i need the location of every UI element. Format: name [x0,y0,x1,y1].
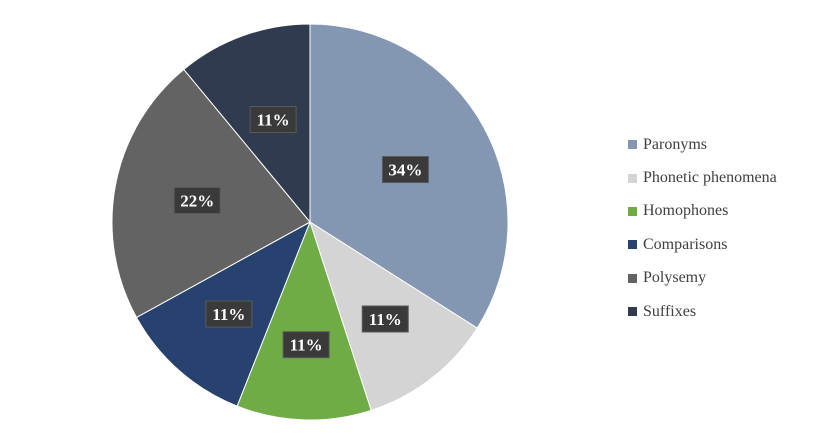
data-label: 11% [282,331,330,359]
data-label-text: 34% [388,161,422,180]
legend-swatch [628,273,637,283]
data-label-text: 11% [290,336,323,355]
pie-data-labels: 34% 11% 11% 11% 22% 11% [173,106,429,359]
data-label: 11% [249,106,297,134]
data-label-text: 11% [212,305,245,324]
legend-swatch [628,240,637,250]
data-label: 34% [381,156,429,184]
data-label-box [249,106,297,134]
legend-swatch [628,140,637,150]
data-label-text: 11% [369,310,402,329]
data-label-text: 11% [257,111,290,130]
legend-item-paronyms: Paronyms [628,128,777,161]
legend-swatch [628,173,637,183]
data-label-box [381,156,429,184]
chart-legend: Paronyms Phonetic phenomena Homophones C… [628,128,777,328]
data-label-text: 22% [180,191,214,210]
legend-label: Phonetic phenomena [643,169,777,187]
data-label: 11% [361,305,409,333]
legend-swatch [628,307,637,317]
data-label-box [173,186,221,214]
legend-item-homophones: Homophones [628,195,777,228]
pie-slice-homophones [236,220,372,421]
legend-label: Paronyms [643,135,707,153]
legend-swatch [628,206,637,216]
pie-slices [111,23,509,421]
data-label: 22% [173,186,221,214]
data-label-box [282,331,330,359]
legend-label: Homophones [643,202,729,220]
legend-item-phonetic-phenomena: Phonetic phenomena [628,161,777,194]
pie-slice-suffixes [183,23,311,224]
legend-item-suffixes: Suffixes [628,295,777,328]
data-label: 11% [205,300,253,328]
legend-label: Polysemy [643,269,707,287]
legend-label: Suffixes [643,302,697,320]
data-label-box [361,305,409,333]
data-label-box [205,300,253,328]
legend-item-comparisons: Comparisons [628,228,777,261]
legend-label: Comparisons [643,235,728,253]
legend-item-polysemy: Polysemy [628,262,777,295]
